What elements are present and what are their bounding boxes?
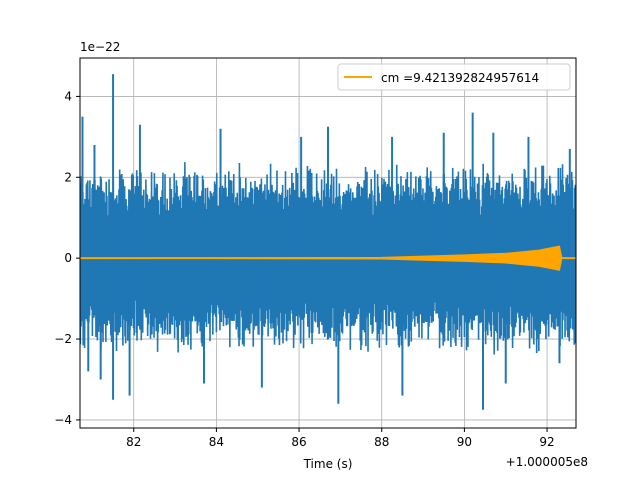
legend: cm =9.421392824957614 <box>337 63 571 91</box>
x-tick-label: 92 <box>539 435 554 449</box>
y-tick-label: −4 <box>54 413 72 427</box>
y-tick-label: 0 <box>64 251 72 265</box>
axes-frame <box>79 57 577 429</box>
legend-box <box>337 63 571 91</box>
ticks: 82 84 86 88 90 92 −4 −2 0 2 4 <box>54 89 554 449</box>
x-tick-label: 82 <box>126 435 141 449</box>
x-tick-label: 86 <box>291 435 306 449</box>
legend-label: cm =9.421392824957614 <box>381 71 539 85</box>
y-tick-label: −2 <box>54 332 72 346</box>
y-tick-label: 2 <box>64 170 72 184</box>
y-tick-label: 4 <box>64 89 72 103</box>
x-axis-label: Time (s) <box>303 457 353 471</box>
y-scale-label: 1e−22 <box>80 40 120 54</box>
x-tick-label: 84 <box>209 435 224 449</box>
x-offset-label: +1.000005e8 <box>506 455 588 469</box>
x-tick-label: 88 <box>374 435 389 449</box>
plot-series <box>80 74 576 410</box>
x-tick-label: 90 <box>457 435 472 449</box>
